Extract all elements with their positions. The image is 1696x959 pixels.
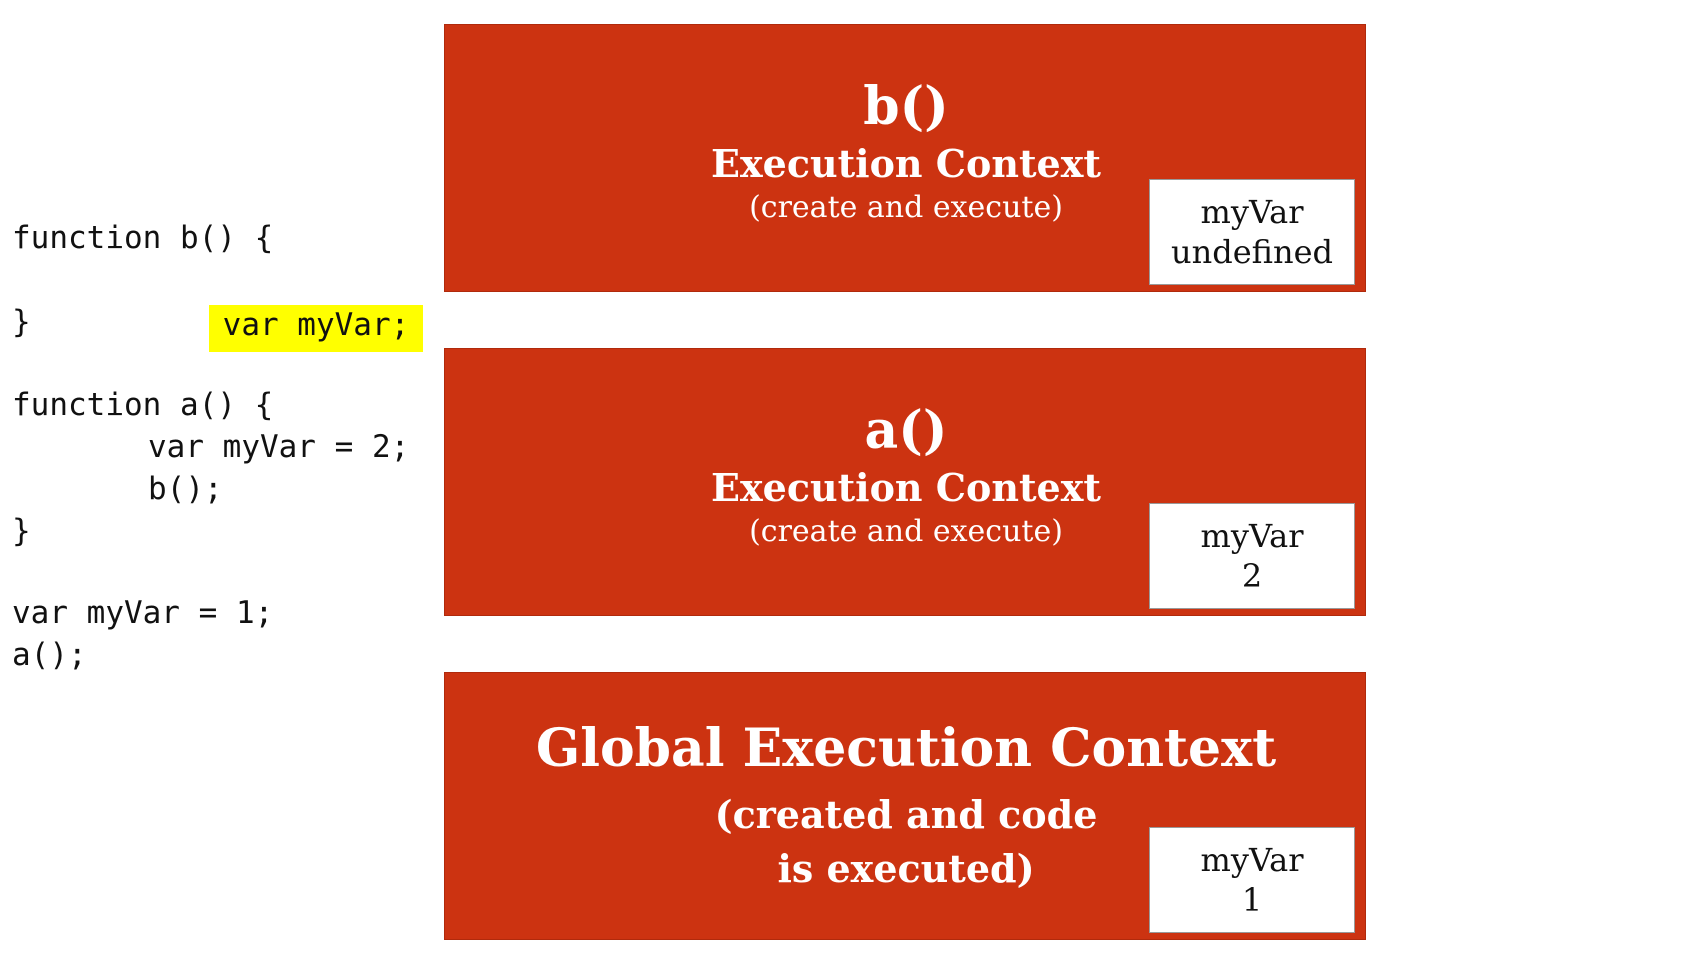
context-a-variable-value: 2 [1241,557,1263,595]
code-listing: function b() { var myVar; } function a()… [12,0,442,959]
context-global-title: Global Execution Context [535,718,1277,779]
context-b: b() Execution Context (create and execut… [444,24,1366,292]
code-line-highlighted: var myVar; [148,258,424,393]
code-line-close-a: } [12,513,31,549]
code-highlight: var myVar; [208,305,424,352]
code-line-close-b: } [12,304,31,340]
context-global-note: is executed) [777,846,1035,891]
context-a: a() Execution Context (create and execut… [444,348,1366,616]
context-global-variable-name: myVar [1200,841,1304,879]
code-line-call-b: b(); [148,471,223,507]
context-a-variable-box: myVar 2 [1149,503,1355,609]
context-b-title: b() [863,76,949,137]
code-line-function-a: function a() { [12,387,274,423]
context-global-subtitle: (created and code [714,792,1098,837]
context-b-variable-value: undefined [1170,233,1333,271]
code-line-function-b: function b() { [12,220,274,256]
code-line-var-a: var myVar = 2; [148,429,410,465]
context-b-variable-name: myVar [1200,193,1304,231]
context-global: Global Execution Context (created and co… [444,672,1366,940]
context-a-subtitle: Execution Context [711,465,1101,510]
context-a-note: (create and execute) [749,514,1063,549]
context-b-note: (create and execute) [749,190,1063,225]
context-global-variable-value: 1 [1241,881,1263,919]
code-line-var-global: var myVar = 1; [12,595,274,631]
context-global-variable-box: myVar 1 [1149,827,1355,933]
context-a-title: a() [864,400,948,461]
context-a-variable-name: myVar [1200,517,1304,555]
context-b-variable-box: myVar undefined [1149,179,1355,285]
context-b-subtitle: Execution Context [711,141,1101,186]
code-line-call-a: a(); [12,637,87,673]
